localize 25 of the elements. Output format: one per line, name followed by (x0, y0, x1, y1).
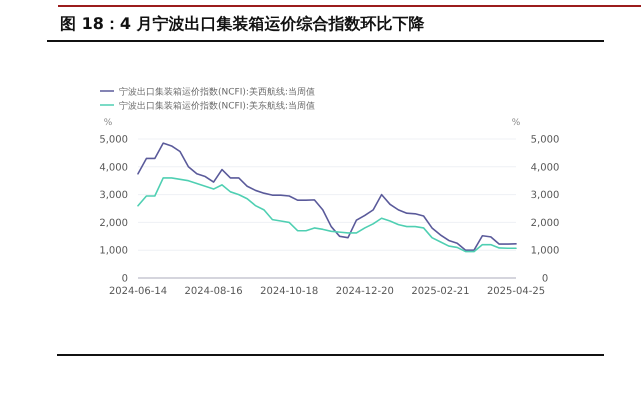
legend-label: 宁波出口集装箱运价指数(NCFI):美西航线:当周值 (119, 86, 315, 98)
y2-axis-title: % (512, 118, 521, 128)
y-tick-label: 1,000 (99, 246, 128, 257)
y-tick-label: 5,000 (99, 134, 128, 146)
y2-tick-label: 2,000 (530, 218, 560, 229)
x-tick-label: 2024-08-16 (184, 286, 243, 297)
x-tick-label: 2024-10-18 (260, 286, 318, 297)
y2-tick-label: 3,000 (530, 190, 560, 202)
y2-tick-label: 5,000 (530, 134, 560, 146)
y-tick-label: 4,000 (99, 162, 128, 174)
y-tick-label: 2,000 (99, 218, 128, 229)
y-tick-label: 0 (122, 274, 128, 284)
y2-tick-label: 1,000 (530, 246, 560, 257)
x-tick-label: 2024-12-20 (336, 286, 394, 297)
x-tick-label: 2024-06-14 (108, 286, 168, 297)
y2-tick-label: 4,000 (530, 162, 560, 174)
y-axis-title: % (104, 118, 113, 128)
x-tick-label: 2025-04-25 (486, 286, 546, 297)
x-tick-label: 2025-02-21 (411, 286, 470, 297)
line-series (137, 142, 517, 251)
y-tick-label: 3,000 (99, 190, 128, 202)
y2-tick-label: 0 (542, 274, 548, 284)
line-series (137, 177, 517, 252)
legend-label: 宁波出口集装箱运价指数(NCFI):美东航线:当周值 (119, 100, 315, 112)
chart-title: 图 18：4 月宁波出口集装箱运价综合指数环比下降 (60, 14, 426, 33)
